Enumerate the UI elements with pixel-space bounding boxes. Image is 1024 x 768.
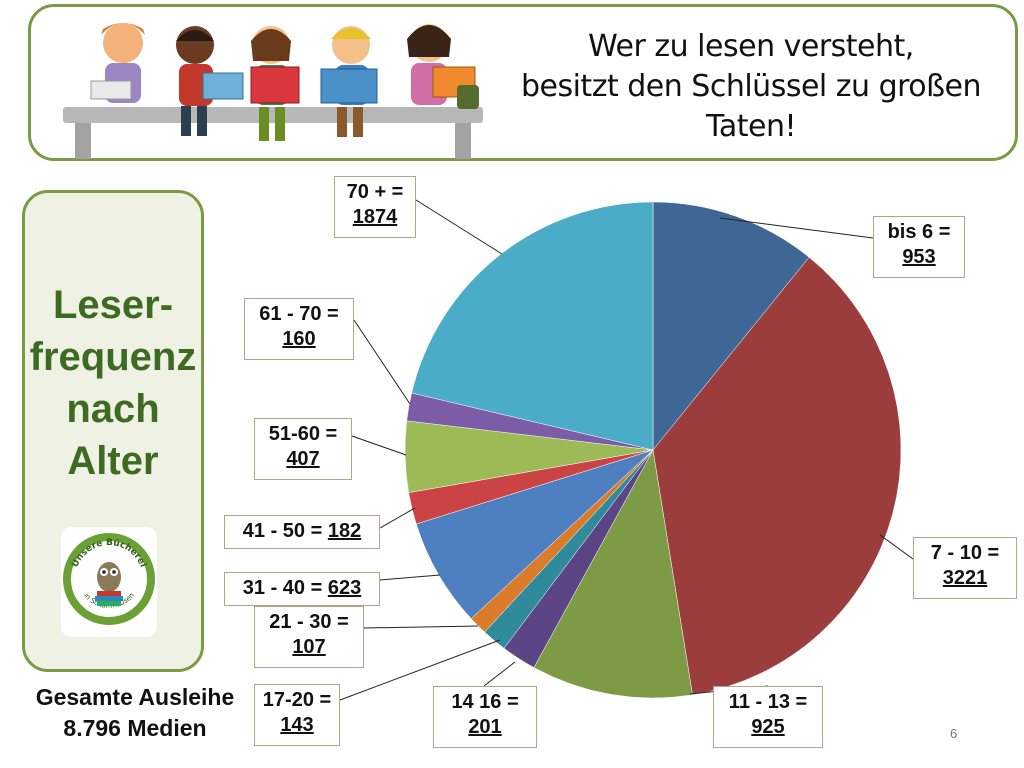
quote-banner: Wer zu lesen versteht, besitzt den Schlü… (28, 4, 1018, 161)
owl-icon (97, 562, 121, 592)
slice-label-8: 41 - 50 = 182 (224, 515, 380, 549)
slice-label-text-5: 17-20 = (262, 689, 332, 711)
slice-label-value-4: 201 (468, 716, 502, 738)
side-title-line-3: nach (66, 387, 160, 431)
slice-label-1: bis 6 = 953 (873, 216, 965, 278)
slice-label-text-2: 7 - 10 = (930, 542, 1000, 564)
slice-label-2: 7 - 10 = 3221 (913, 537, 1017, 599)
slice-label-text-11: 70 + = (346, 181, 404, 203)
books-stack-icon (95, 591, 123, 606)
pie-slices (404, 201, 902, 699)
bench-seat (63, 107, 483, 123)
child-2-icon (176, 26, 244, 136)
slice-label-text-10: 61 - 70 = (259, 303, 339, 325)
bench-leg-right (455, 123, 471, 159)
slice-label-10: 61 - 70 = 160 (244, 298, 354, 360)
leader-line-11 (415, 199, 503, 255)
slice-label-text-4: 14 16 = (451, 691, 519, 713)
side-title-line-4: Alter (67, 439, 159, 483)
slice-label-4: 14 16 = 201 (433, 686, 537, 748)
slice-label-9: 51-60 = 407 (254, 418, 352, 480)
slice-label-text-3: 11 - 13 = (728, 691, 808, 713)
total-loans: Gesamte Ausleihe 8.796 Medien (10, 682, 260, 744)
slice-label-value-9: 407 (286, 448, 320, 470)
page-number: 6 (950, 726, 958, 741)
quote-line-1: Wer zu lesen versteht, (588, 29, 914, 64)
slice-label-value-6: 107 (292, 636, 326, 658)
leader-line-4 (483, 661, 516, 687)
child-4-icon (320, 26, 378, 137)
slice-label-3: 11 - 13 = 925 (713, 686, 823, 748)
slice-label-text-8: 41 - 50 = (242, 520, 323, 542)
slice-label-value-10: 160 (282, 328, 316, 350)
pie-slice-1 (652, 201, 810, 451)
pie-slice-11 (411, 201, 654, 451)
child-1-icon (90, 23, 145, 103)
total-line-1: Gesamte Ausleihe (35, 684, 235, 710)
total-line-2: 8.796 Medien (63, 715, 207, 741)
slice-label-value-8: 182 (327, 520, 362, 542)
slice-label-value-7: 623 (327, 577, 362, 599)
leader-line-8 (379, 507, 416, 529)
child-5-icon (407, 24, 479, 109)
bench-leg-left (75, 123, 91, 159)
slice-label-value-1: 953 (902, 246, 936, 268)
side-title-line-2: frequenz (29, 335, 197, 379)
leader-line-5 (339, 639, 501, 701)
leader-line-7 (379, 574, 441, 581)
slice-label-11: 70 + = 1874 (334, 176, 416, 238)
leader-line-1 (719, 217, 874, 239)
side-title: Leser- frequenz nach Alter (25, 279, 201, 487)
pie-leader-lines (339, 199, 914, 701)
slice-label-value-11: 1874 (352, 206, 398, 228)
leader-line-9 (351, 435, 407, 456)
reading-children-illustration (63, 23, 483, 159)
slice-label-6: 21 - 30 = 107 (254, 606, 364, 668)
quote-line-2: besitzt den Schlüssel zu großen (520, 69, 982, 104)
slice-label-5: 17-20 = 143 (254, 684, 340, 746)
slice-label-text-1: bis 6 = (887, 221, 951, 243)
pie-slice-7 (415, 449, 654, 620)
leader-line-10 (353, 319, 411, 405)
side-title-line-1: Leser- (52, 283, 174, 327)
slice-label-value-5: 143 (280, 714, 314, 736)
slice-label-text-9: 51-60 = (268, 423, 338, 445)
leader-line-2 (879, 534, 914, 560)
slice-label-value-3: 925 (751, 716, 785, 738)
library-logo: Unsere Bücherei in Scharnhausen (61, 527, 157, 637)
slice-label-7: 31 - 40 = 623 (224, 572, 380, 606)
slice-label-text-7: 31 - 40 = (242, 577, 323, 599)
slice-label-value-2: 3221 (942, 567, 988, 589)
quote-line-3: Taten! (705, 109, 797, 144)
child-3-icon (250, 26, 300, 141)
side-panel: Leser- frequenz nach Alter Unsere Bücher… (22, 190, 204, 672)
banner-quote: Wer zu lesen versteht, besitzt den Schlü… (486, 27, 1016, 147)
slice-label-text-6: 21 - 30 = (269, 611, 349, 633)
leader-line-6 (363, 625, 479, 629)
pie-slice-2 (652, 256, 902, 696)
pie-slice-3 (533, 449, 693, 699)
